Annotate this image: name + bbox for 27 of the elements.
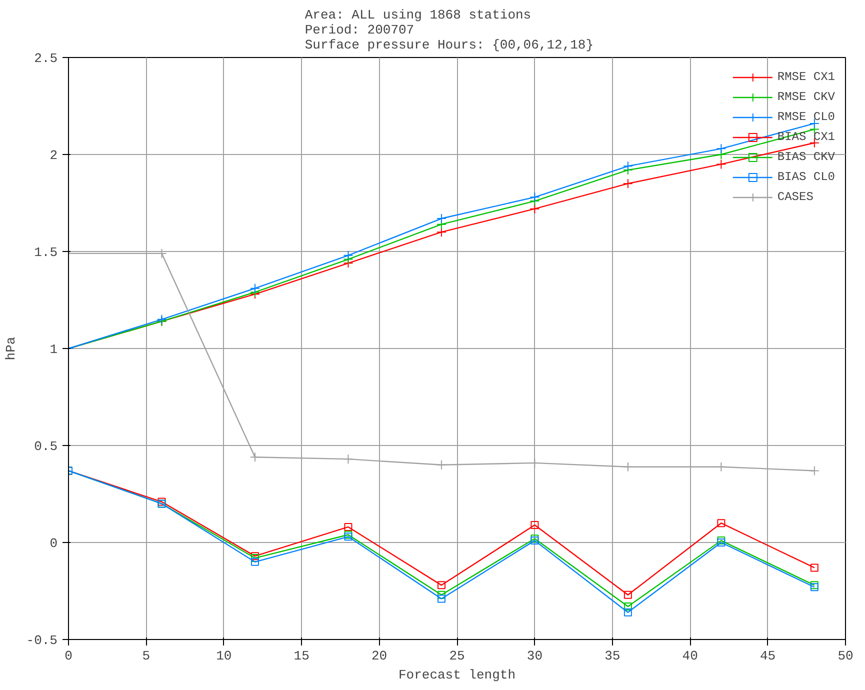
x-tick-label: 5 (142, 648, 150, 664)
legend-label: BIAS CL0 (777, 170, 835, 184)
legend-label: CASES (777, 190, 814, 204)
y-tick-label: 1.5 (34, 245, 58, 260)
x-tick-label: 15 (294, 648, 310, 664)
y-tick-label: 0.5 (34, 439, 58, 454)
y-tick-label: 2 (50, 148, 58, 163)
legend-label: BIAS CKV (777, 150, 835, 164)
x-tick-label: 0 (64, 648, 72, 664)
y-tick-label: -0.5 (26, 633, 58, 648)
y-tick-label: 0 (50, 536, 58, 551)
x-tick-label: 35 (604, 648, 620, 664)
x-tick-label: 50 (838, 648, 854, 664)
legend-label: RMSE CL0 (777, 110, 835, 124)
x-axis-title: Forecast length (398, 668, 516, 682)
chart-title: Area: ALL using 1868 stations Period: 200707 Surface pressure Hours: {00,06,12,18} (304, 8, 594, 52)
x-tick-label: 30 (526, 648, 543, 664)
x-tick-label: 45 (760, 648, 776, 664)
x-tick-label: 40 (682, 648, 698, 664)
y-tick-label: 2.5 (34, 51, 58, 66)
x-tick-label: 10 (216, 648, 232, 664)
legend-label: RMSE CX1 (777, 70, 835, 84)
y-tick-label: 1 (50, 342, 58, 357)
x-tick-label: 25 (449, 648, 465, 664)
y-axis-title: hPa (3, 336, 18, 360)
legend-label: RMSE CKV (777, 90, 835, 104)
x-tick-label: 20 (372, 648, 388, 664)
